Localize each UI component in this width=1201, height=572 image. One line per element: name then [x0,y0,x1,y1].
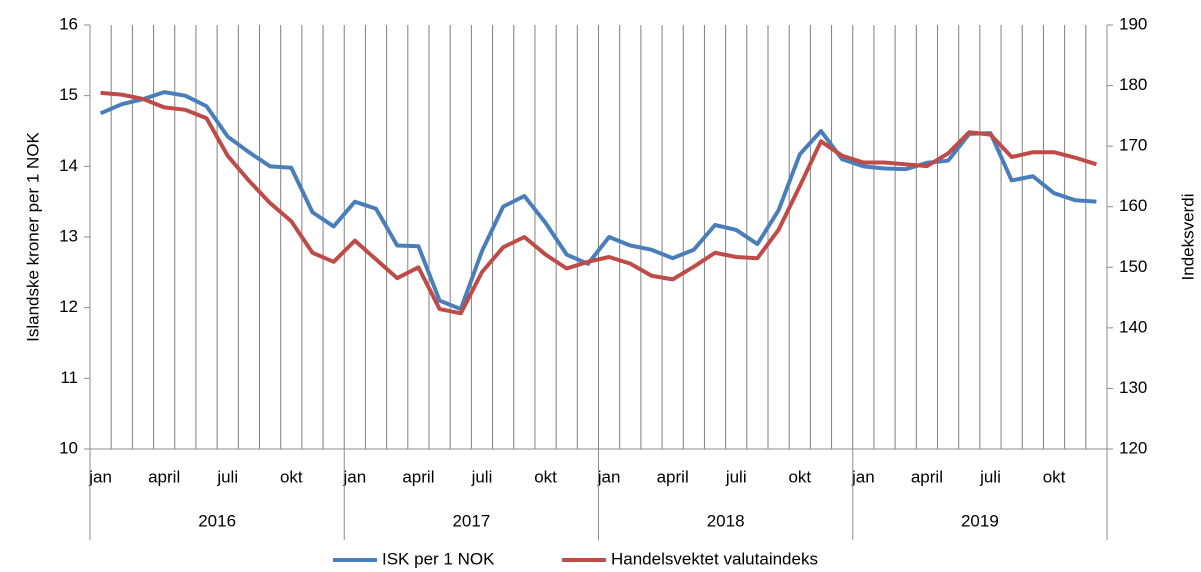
x-tick-label: juli [979,467,1001,486]
y2-tick-label: 190 [1119,14,1147,33]
x-tick-label: juli [216,467,238,486]
y-tick-label: 10 [59,438,78,457]
legend-label: ISK per 1 NOK [382,549,495,568]
x-tick-label: jan [88,467,112,486]
x-tick-label: april [148,467,180,486]
x-tick-label: jan [343,467,367,486]
x-tick-label: juli [471,467,493,486]
x-tick-label: jan [851,467,875,486]
y2-tick-label: 160 [1119,196,1147,215]
y2-tick-label: 180 [1119,75,1147,94]
y-tick-label: 16 [59,14,78,33]
x-tick-label: april [911,467,943,486]
x-tick-label: jan [597,467,621,486]
x-tick-label: april [657,467,689,486]
x-tick-label: okt [534,467,557,486]
y-tick-label: 14 [59,156,78,175]
year-label: 2019 [961,511,999,530]
y2-tick-label: 150 [1119,257,1147,276]
year-label: 2018 [707,511,745,530]
y2-tick-label: 120 [1119,438,1147,457]
y-tick-label: 15 [59,85,78,104]
year-label: 2017 [452,511,490,530]
series-line [100,90,1098,316]
y-axis-label: Islandske kroner per 1 NOK [23,131,42,341]
year-label: 2016 [198,511,236,530]
legend-label: Handelsvektet valutaindeks [611,549,818,568]
x-tick-label: juli [725,467,747,486]
y-tick-label: 11 [60,368,78,387]
x-tick-label: okt [1043,467,1066,486]
y2-tick-label: 130 [1119,378,1147,397]
x-tick-label: okt [280,467,303,486]
x-tick-label: okt [788,467,811,486]
y2-tick-label: 140 [1119,317,1147,336]
y2-axis-label: Indeksverdi [1178,194,1197,281]
x-tick-label: april [402,467,434,486]
y2-tick-label: 170 [1119,136,1147,155]
y-tick-label: 12 [59,297,78,316]
y-tick-label: 13 [59,226,78,245]
